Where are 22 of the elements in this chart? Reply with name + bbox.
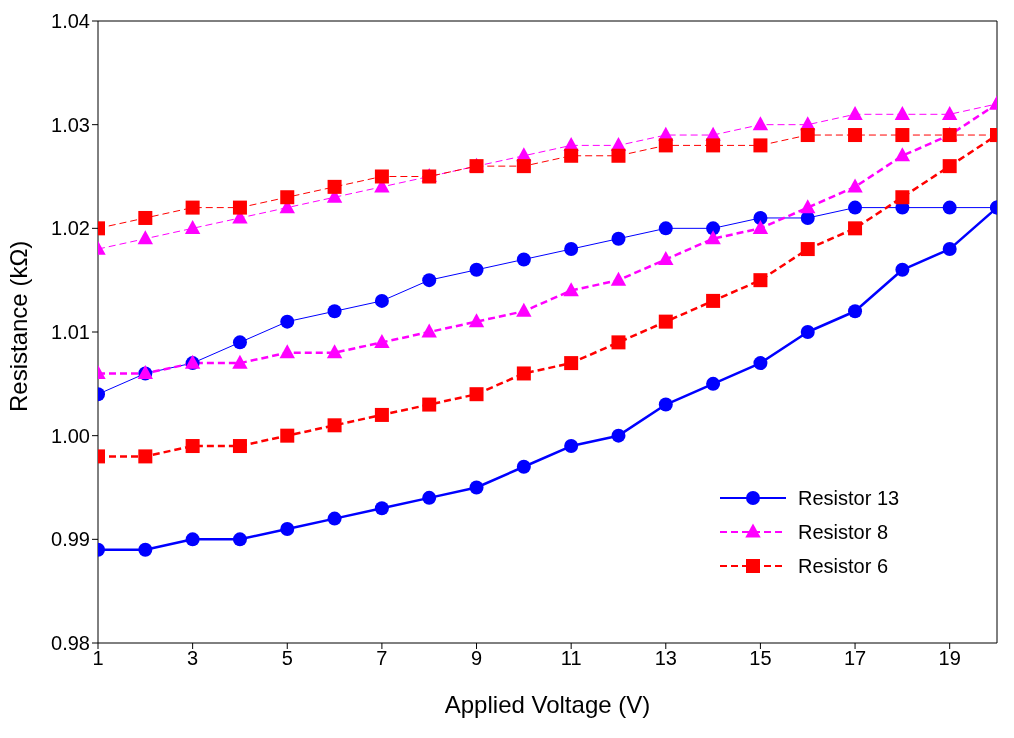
x-tick-label: 5 xyxy=(281,647,293,670)
y-tick-label: 0.99 xyxy=(51,528,90,551)
x-tick-label: 9 xyxy=(470,647,483,670)
y-axis-title: Resistance (kΩ) xyxy=(4,240,32,412)
y-tick-label: 1.02 xyxy=(51,217,90,240)
x-tick-label: 19 xyxy=(938,647,961,670)
y-tick-label: 1.04 xyxy=(51,10,90,33)
x-tick-label: 15 xyxy=(749,647,772,670)
legend-label: Resistor 13 xyxy=(798,486,900,510)
x-tick-label: 3 xyxy=(187,647,199,670)
x-tick-label: 17 xyxy=(843,647,867,670)
x-axis-title: Applied Voltage (V) xyxy=(444,691,651,718)
x-tick-label: 13 xyxy=(654,647,677,670)
legend-label: Resistor 8 xyxy=(798,520,889,544)
x-tick-label: 11 xyxy=(560,647,582,670)
y-tick-label: 1.03 xyxy=(51,113,90,136)
y-tick-label: 0.98 xyxy=(51,632,90,655)
y-tick-label: 1.01 xyxy=(51,321,90,344)
y-tick-label: 1.00 xyxy=(51,424,90,447)
legend-label: Resistor 6 xyxy=(798,554,889,578)
x-tick-label: 1 xyxy=(92,647,104,670)
x-tick-label: 7 xyxy=(376,647,388,670)
